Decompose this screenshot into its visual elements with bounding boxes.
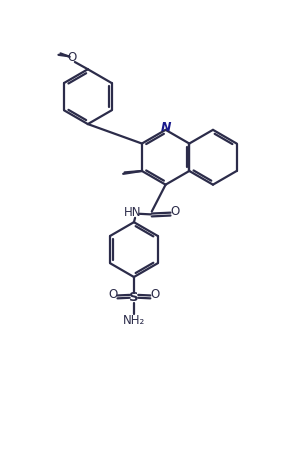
Text: O: O (108, 288, 117, 300)
Text: HN: HN (124, 207, 142, 219)
Text: O: O (171, 205, 180, 218)
Text: S: S (129, 291, 139, 304)
Text: O: O (151, 288, 160, 300)
Text: N: N (161, 121, 171, 134)
Text: O: O (67, 51, 77, 64)
Text: NH₂: NH₂ (123, 314, 145, 328)
